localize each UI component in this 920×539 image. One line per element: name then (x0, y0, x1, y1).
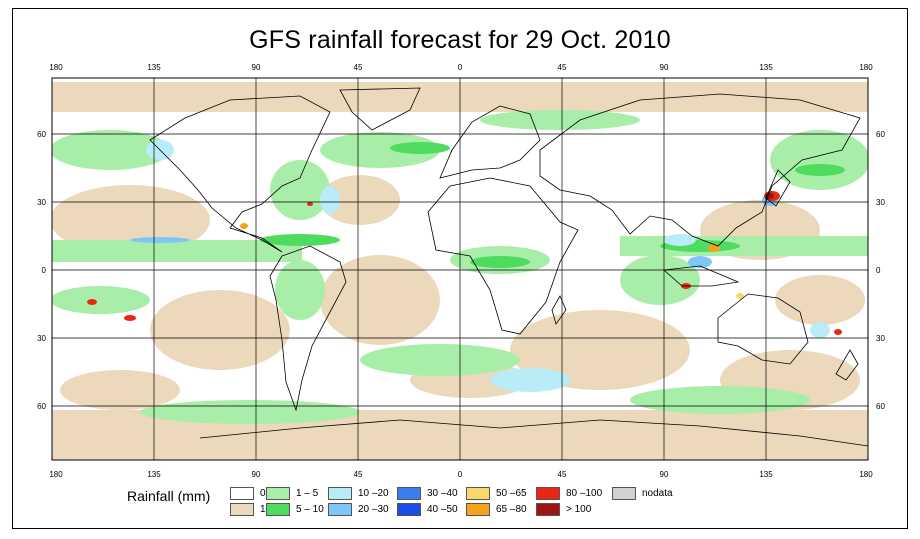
coastlines (149, 87, 868, 447)
lat-tick: 60 (876, 402, 885, 411)
lon-tick: 0 (458, 470, 463, 479)
africa-outline (427, 177, 579, 335)
legend-item-0: 0 (230, 486, 266, 500)
lon-tick: 90 (252, 470, 261, 479)
lat-tick: 60 (876, 130, 885, 139)
lon-tick: 90 (660, 63, 669, 72)
greenland-outline (339, 87, 421, 131)
legend-item-11: > 100 (536, 502, 591, 516)
legend-label: 50 –65 (496, 487, 527, 499)
map-border (51, 77, 869, 461)
lat-tick: 30 (37, 198, 46, 207)
lon-ticks-bottom: 180 135 90 45 0 45 90 135 180 (49, 470, 873, 479)
lon-tick: 135 (147, 470, 161, 479)
legend-swatch (266, 486, 290, 500)
legend-label: 20 –30 (358, 503, 389, 515)
lat-ticks-left: 60 30 0 30 60 (37, 130, 46, 411)
legend-label: 1 – 5 (296, 487, 319, 499)
legend-label: 0 (260, 487, 266, 499)
legend-swatch (612, 486, 636, 500)
legend-swatch (328, 486, 352, 500)
legend-swatch (266, 502, 290, 516)
legend-label: 30 –40 (427, 487, 458, 499)
lon-tick: 45 (354, 63, 363, 72)
indonesia-outline (663, 265, 740, 287)
lon-tick: 45 (354, 470, 363, 479)
legend-item-1: 1 (230, 502, 266, 516)
antarctica-outline (199, 419, 868, 447)
legend-swatch (230, 486, 254, 500)
lat-tick: 30 (876, 334, 885, 343)
legend-label: 65 –80 (496, 503, 527, 515)
legend-label: 5 – 10 (296, 503, 324, 515)
lon-tick: 135 (759, 63, 773, 72)
rain-10-20mm-areas (146, 140, 830, 392)
japan-outline (765, 169, 791, 207)
figure-frame (12, 8, 908, 529)
legend-swatch (397, 486, 421, 500)
legend-item-12: nodata (612, 486, 673, 500)
legend-item-3: 5 – 10 (266, 502, 324, 516)
lat-tick: 0 (42, 266, 47, 275)
legend-item-4: 10 –20 (328, 486, 389, 500)
legend-item-6: 30 –40 (397, 486, 458, 500)
legend-label: > 100 (566, 503, 592, 515)
lon-tick: 0 (458, 63, 463, 72)
rain-5-10mm-areas (260, 142, 845, 268)
lat-tick: 0 (876, 266, 881, 275)
legend-swatch (466, 486, 490, 500)
legend-item-8: 50 –65 (466, 486, 527, 500)
madagascar-outline (551, 295, 567, 325)
lat-tick: 60 (37, 402, 46, 411)
legend-swatch (230, 502, 254, 516)
legend-swatch (536, 502, 560, 516)
legend-label: 80 –100 (566, 487, 603, 499)
new-zealand-outline (835, 349, 859, 381)
legend-label: nodata (642, 487, 673, 499)
legend-item-2: 1 – 5 (266, 486, 318, 500)
asia-outline (539, 93, 861, 247)
lon-tick: 45 (558, 470, 567, 479)
legend-title: Rainfall (mm) (127, 488, 211, 504)
europe-outline (439, 105, 541, 179)
lon-tick: 135 (759, 470, 773, 479)
lat-ticks-right: 60 30 0 30 60 (876, 130, 885, 411)
legend-label: 10 –20 (358, 487, 389, 499)
south-america-outline (269, 245, 347, 412)
legend-item-7: 40 –50 (397, 502, 458, 516)
legend-label: 1 (260, 503, 266, 515)
lat-tick: 60 (37, 130, 46, 139)
lon-tick: 45 (558, 63, 567, 72)
rainfall-field (52, 82, 868, 460)
legend-item-9: 65 –80 (466, 502, 527, 516)
legend-swatch (397, 502, 421, 516)
lon-tick: 90 (252, 63, 261, 72)
lon-tick: 180 (859, 470, 873, 479)
australia-outline (717, 293, 809, 365)
lon-tick: 180 (49, 63, 63, 72)
lat-tick: 30 (37, 334, 46, 343)
legend-item-10: 80 –100 (536, 486, 602, 500)
graticule (52, 78, 868, 460)
lat-tick: 30 (876, 198, 885, 207)
lon-tick: 135 (147, 63, 161, 72)
map-title: GFS rainfall forecast for 29 Oct. 2010 (249, 26, 671, 54)
legend-swatch (328, 502, 352, 516)
north-america-outline (149, 95, 331, 253)
legend-swatch (536, 486, 560, 500)
lon-tick: 180 (859, 63, 873, 72)
lon-tick: 180 (49, 470, 63, 479)
lon-ticks-top: 180 135 90 45 0 45 90 135 180 (49, 63, 873, 72)
legend-label: 40 –50 (427, 503, 458, 515)
lon-tick: 90 (660, 470, 669, 479)
legend-item-5: 20 –30 (328, 502, 389, 516)
legend-swatch (466, 502, 490, 516)
